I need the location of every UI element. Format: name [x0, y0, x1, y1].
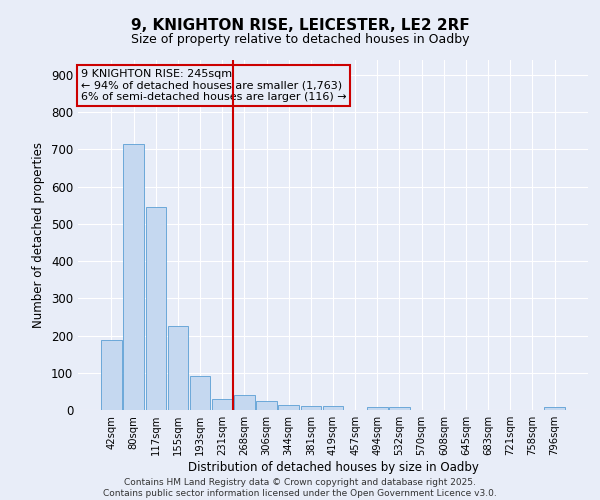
Bar: [323, 406, 343, 410]
Text: 9, KNIGHTON RISE, LEICESTER, LE2 2RF: 9, KNIGHTON RISE, LEICESTER, LE2 2RF: [131, 18, 469, 32]
Text: Contains HM Land Registry data © Crown copyright and database right 2025.
Contai: Contains HM Land Registry data © Crown c…: [103, 478, 497, 498]
Text: Size of property relative to detached houses in Oadby: Size of property relative to detached ho…: [131, 32, 469, 46]
Bar: [234, 395, 254, 410]
Y-axis label: Number of detached properties: Number of detached properties: [32, 142, 46, 328]
Bar: [190, 376, 210, 410]
Bar: [146, 207, 166, 410]
Bar: [124, 144, 144, 410]
X-axis label: Distribution of detached houses by size in Oadby: Distribution of detached houses by size …: [188, 461, 478, 474]
Text: 9 KNIGHTON RISE: 245sqm
← 94% of detached houses are smaller (1,763)
6% of semi-: 9 KNIGHTON RISE: 245sqm ← 94% of detache…: [80, 69, 346, 102]
Bar: [278, 405, 299, 410]
Bar: [544, 406, 565, 410]
Bar: [101, 340, 122, 410]
Bar: [389, 407, 410, 410]
Bar: [301, 406, 321, 410]
Bar: [256, 400, 277, 410]
Bar: [367, 407, 388, 410]
Bar: [167, 326, 188, 410]
Bar: [212, 399, 232, 410]
